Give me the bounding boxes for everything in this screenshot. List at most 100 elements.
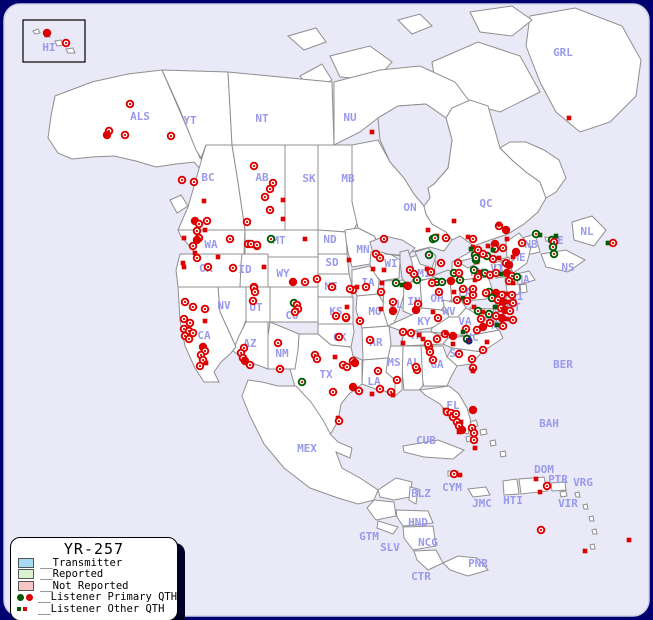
region-label: MN (356, 243, 369, 256)
listener-marker-gs (460, 329, 466, 335)
listener-marker-rc (188, 302, 198, 312)
listener-marker-rc (473, 272, 483, 282)
listener-marker-rc (192, 253, 202, 263)
listener-marker-rs (566, 115, 572, 121)
listener-marker-gc (512, 272, 522, 282)
green-circle-icon (17, 593, 24, 601)
region-label: ND (323, 233, 337, 246)
listener-marker-rs (470, 368, 476, 374)
region-NT (227, 71, 335, 146)
listener-marker-rc (454, 349, 464, 359)
listener-marker-rc (428, 355, 438, 365)
listener-marker-rc (467, 354, 477, 364)
region-label: MO (368, 305, 382, 318)
listener-marker-rc (476, 314, 486, 324)
listener-marker-rc (468, 284, 478, 294)
listener-marker-rc (375, 253, 385, 263)
region-label: DOM (534, 463, 554, 476)
listener-marker-rf (192, 235, 202, 245)
listener-marker-rc (481, 288, 491, 298)
listener-marker-rs (203, 360, 209, 366)
listener-marker-rs (215, 254, 221, 260)
listener-marker-rc (451, 409, 461, 419)
not-reported-swatch (18, 580, 34, 591)
listener-marker-rc (426, 267, 436, 277)
listener-marker-rc (488, 254, 498, 264)
region-CTR (413, 549, 444, 571)
legend-item-transmitter: __Transmitter (15, 557, 173, 569)
listener-marker-rs (477, 269, 483, 275)
listener-marker-gc (424, 250, 434, 260)
listener-marker-rc (260, 192, 270, 202)
listener-marker-rs (451, 218, 457, 224)
region-JMC (467, 486, 491, 498)
transmitter-swatch (18, 557, 34, 568)
listener-marker-rs (180, 260, 186, 266)
region-NC (442, 329, 504, 353)
listener-marker-rs (626, 537, 632, 543)
region-arctic-ellesmere (469, 5, 533, 37)
region-label: SD (325, 256, 339, 269)
region-PTR (550, 481, 567, 492)
region-antilles-islet (582, 503, 589, 510)
listener-marker-rc (120, 130, 130, 140)
legend-item-label: __Reported (40, 568, 104, 581)
listener-marker-rc (177, 175, 187, 185)
region-CUB (402, 439, 465, 460)
listener-marker-rs (537, 489, 543, 495)
listener-marker-rc (498, 243, 508, 253)
listener-marker-rc (452, 295, 462, 305)
listener-marker-rc (434, 287, 444, 297)
region-label: WA (204, 238, 218, 251)
listener-marker-gc (549, 249, 559, 259)
region-label: MT (272, 234, 286, 247)
region-antilles-islet (588, 515, 595, 522)
listener-marker-rc (365, 335, 375, 345)
region-AR (361, 325, 392, 361)
region-antilles-islet (591, 528, 598, 535)
listener-marker-rs (378, 306, 384, 312)
region-HND (395, 509, 434, 527)
listener-marker-nc (465, 337, 473, 345)
region-RI (519, 283, 528, 294)
region-label: FL (446, 399, 460, 412)
listener-marker-rc (312, 274, 322, 284)
listener-marker-rc (423, 339, 433, 349)
listener-marker-gc (266, 234, 276, 244)
listener-marker-rc (375, 384, 385, 394)
region-antilles-islet (574, 491, 581, 498)
listener-marker-rc (468, 234, 478, 244)
listener-markers (42, 28, 632, 554)
legend-box: YR-257 __Transmitter __Reported __Not Re… (10, 537, 178, 620)
listener-marker-rs (400, 340, 406, 346)
region-label: TX (319, 368, 333, 381)
listener-marker-rs (354, 284, 360, 290)
region-label: NS (561, 261, 574, 274)
listener-marker-rc (427, 278, 437, 288)
listener-marker-rs (332, 354, 338, 360)
primary-qth-icons (17, 593, 33, 601)
listener-marker-gs (399, 282, 405, 288)
legend-title: YR-257 (63, 540, 125, 558)
region-HI-island (32, 28, 41, 35)
listener-marker-rf (468, 405, 478, 415)
listener-marker-rs (379, 280, 385, 286)
region-label: PTR (548, 473, 568, 486)
listener-marker-rc (188, 241, 198, 251)
listener-marker-rc (432, 334, 442, 344)
listener-marker-rs (471, 304, 477, 310)
region-label: VA (458, 315, 472, 328)
listener-marker-rs (443, 330, 449, 336)
region-label: WY (276, 267, 290, 280)
other-qth-icons (17, 606, 33, 611)
listener-marker-rf (448, 331, 458, 341)
listener-marker-rc (441, 233, 451, 243)
listener-marker-rc (245, 360, 255, 370)
region-label: NT (255, 112, 269, 125)
listener-marker-rc (248, 296, 258, 306)
listener-marker-rf (42, 28, 52, 38)
region-bahamas-cay (499, 450, 507, 458)
listener-marker-gs (553, 233, 559, 239)
region-SK (284, 144, 319, 231)
listener-marker-rs (261, 264, 267, 270)
